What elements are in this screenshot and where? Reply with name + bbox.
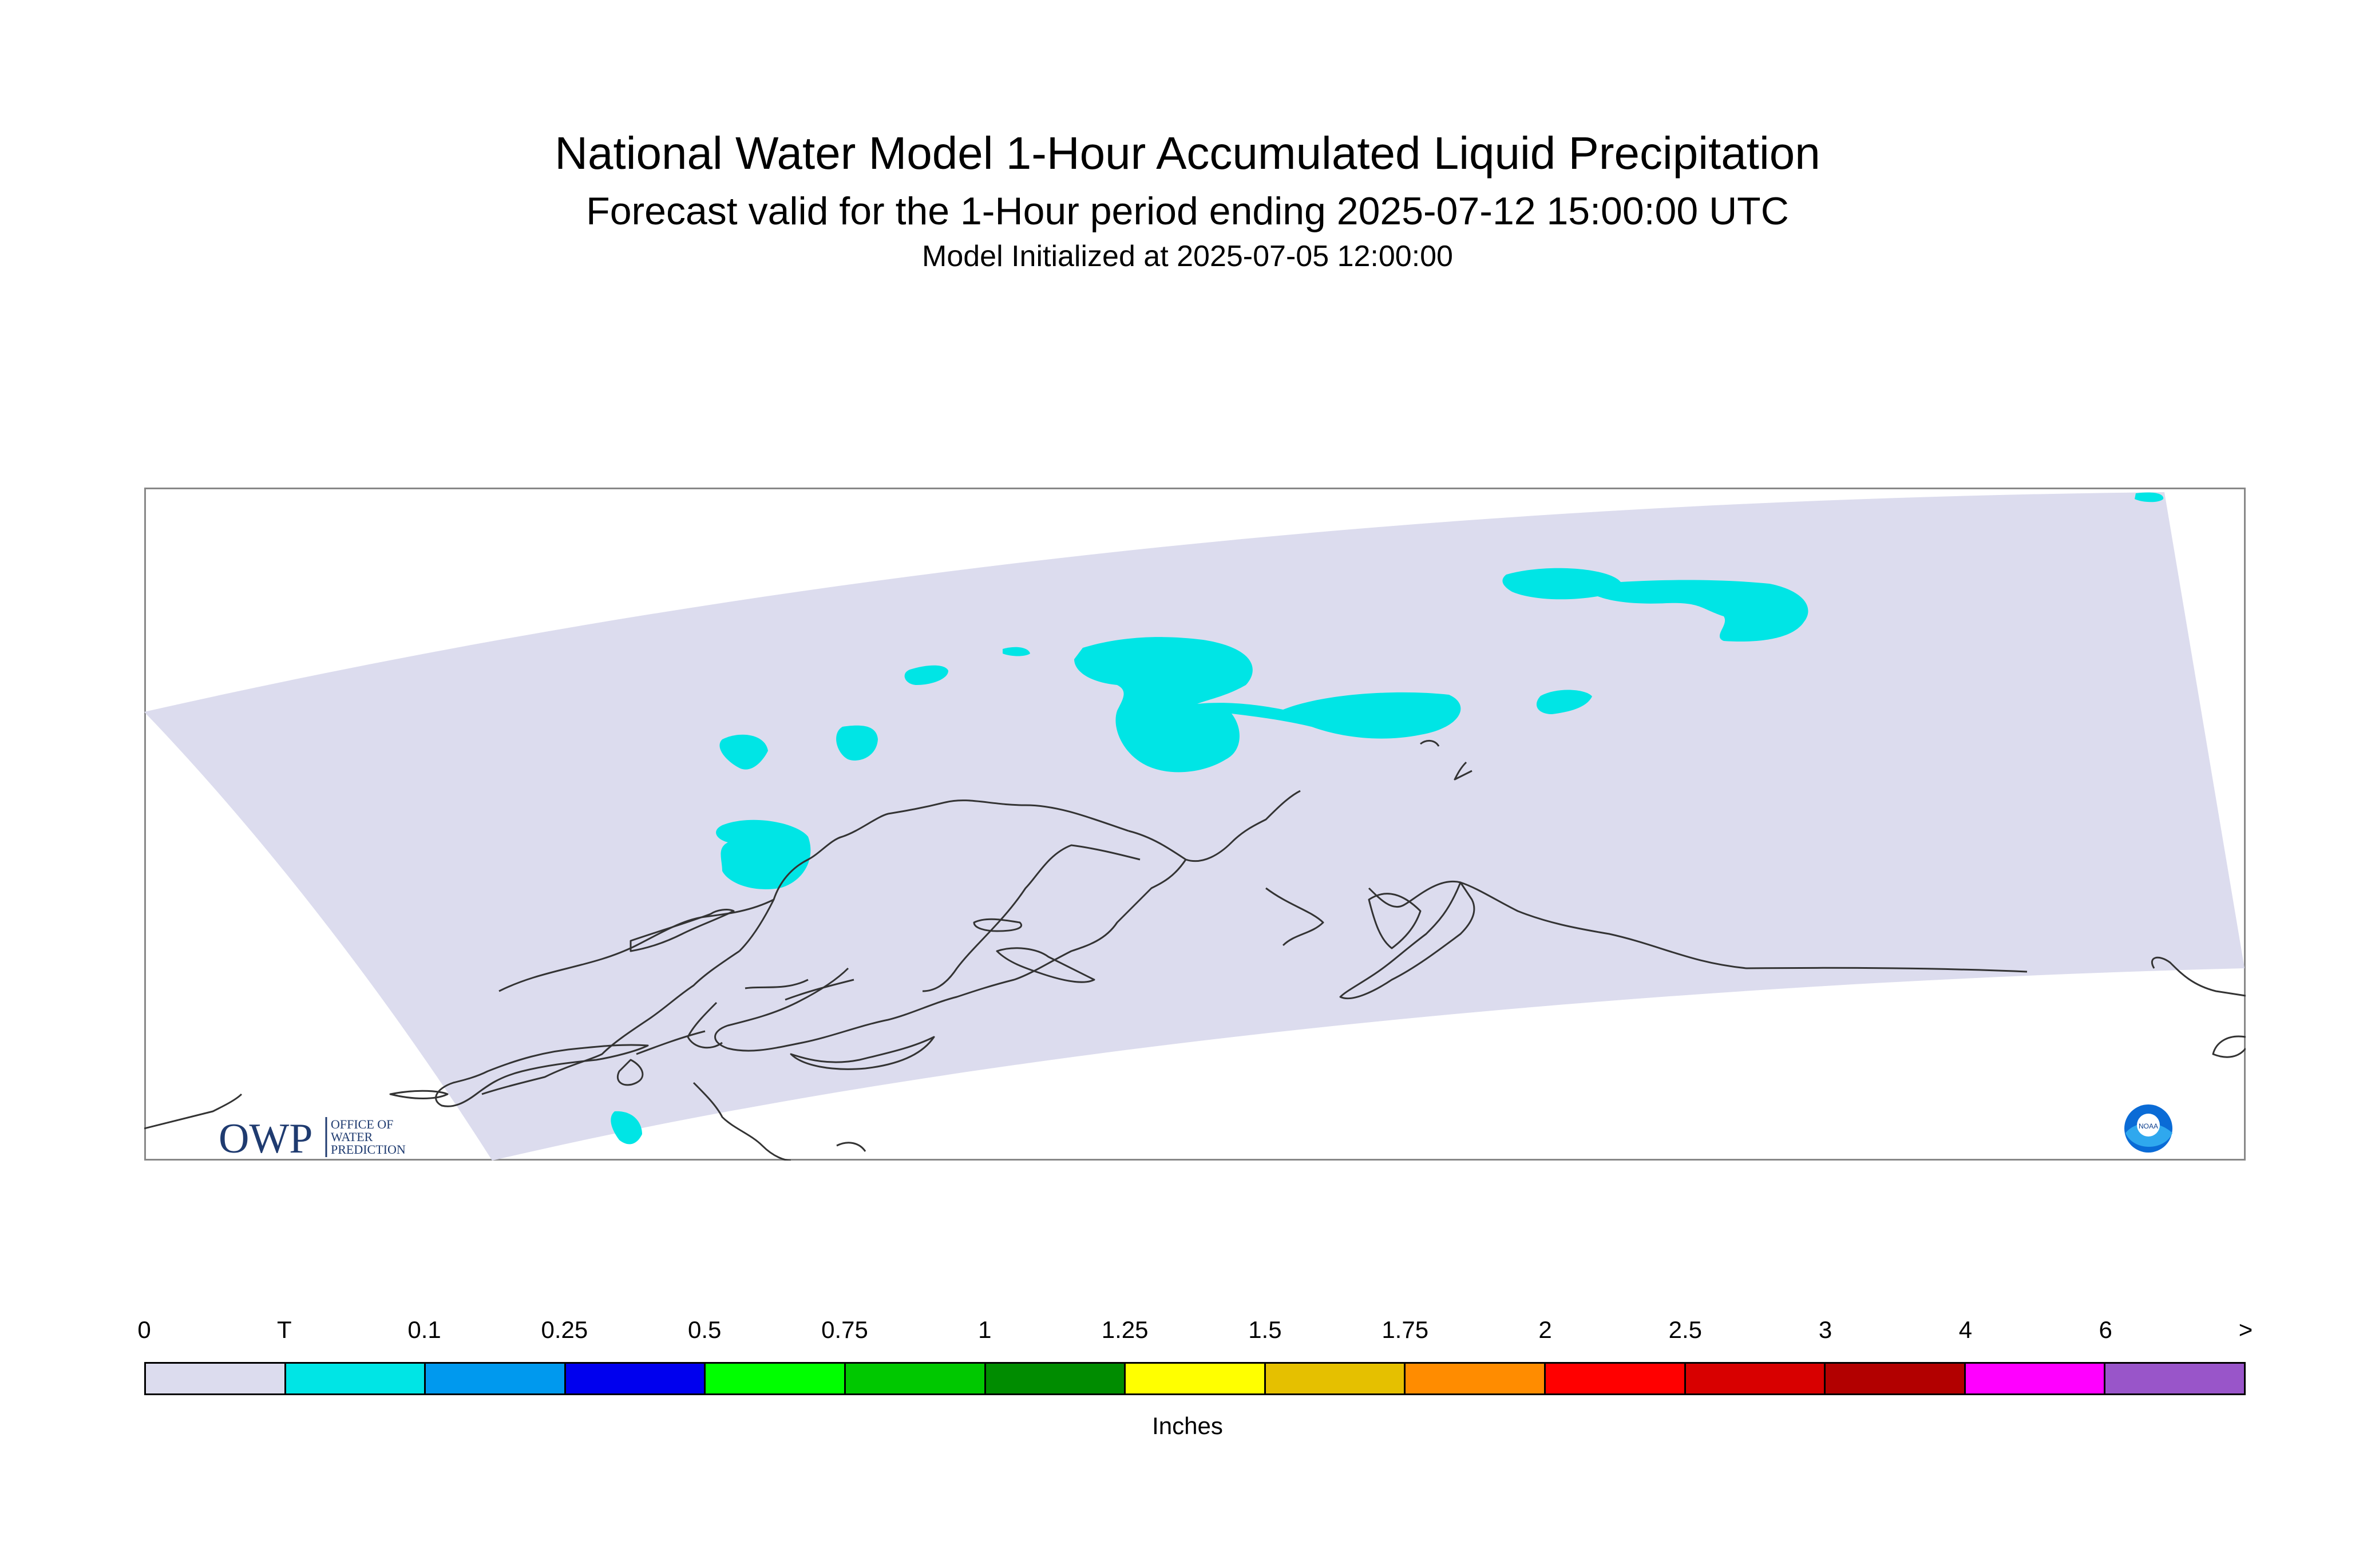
precip-area <box>716 819 811 889</box>
coastline <box>790 1036 935 1070</box>
precip-area <box>1502 568 1808 642</box>
noaa-logo-text: NOAA <box>2139 1122 2158 1130</box>
owp-logo-mark: OWP <box>219 1115 312 1161</box>
legend-tick-label: 3 <box>1818 1316 1832 1343</box>
coastline <box>687 1001 723 1049</box>
coastline <box>435 1044 649 1107</box>
coastline <box>973 918 1022 932</box>
legend-tick-label: 4 <box>1958 1316 1973 1343</box>
legend-tick-label: 1.75 <box>1382 1316 1429 1343</box>
precip-areas <box>611 492 2164 1145</box>
coastline <box>738 799 1129 952</box>
coastline <box>636 1030 706 1055</box>
owp-logo-text-line-2: WATER <box>331 1130 373 1144</box>
precipitation-map: OWP OFFICE OF WATER PREDICTION NOAA <box>144 488 2246 1161</box>
coastline <box>922 844 1141 992</box>
coastline <box>1339 881 1475 1000</box>
owp-logo-text-line-1: OFFICE OF <box>331 1117 393 1131</box>
coastline <box>481 950 740 1095</box>
coastline <box>836 1142 866 1152</box>
coastline <box>144 1093 243 1130</box>
coastline <box>1265 887 1324 947</box>
legend-tick-label: 0 <box>137 1316 151 1343</box>
legend-units-label: Inches <box>1152 1412 1223 1439</box>
legend-swatch <box>1126 1364 1266 1393</box>
coastline <box>996 947 1095 983</box>
precip-area <box>1074 637 1461 773</box>
legend-swatch <box>985 1364 1126 1393</box>
coastline <box>1128 790 1301 862</box>
precip-area <box>719 734 768 770</box>
legend-swatch <box>1685 1364 1826 1393</box>
legend-swatch <box>426 1364 566 1393</box>
legend-tick-label: T <box>276 1316 292 1343</box>
coastline <box>745 979 809 989</box>
owp-logo-text-line-3: PREDICTION <box>331 1142 406 1157</box>
legend-swatch <box>565 1364 706 1393</box>
forecast-valid-subtitle: Forecast valid for the 1-Hour period end… <box>586 189 1789 233</box>
coastlines <box>144 740 2246 1161</box>
precip-area <box>1003 647 1030 656</box>
legend-tick-labels: 0 T 0.1 0.25 0.5 0.75 1 1.25 1.5 1.75 2 2.5 3 4 6 > <box>0 1316 2375 1351</box>
page-title: National Water Model 1-Hour Accumulated … <box>555 128 1820 179</box>
legend-tick-label: > <box>2238 1316 2253 1343</box>
legend-swatch <box>1406 1364 1546 1393</box>
coastline <box>785 979 854 1001</box>
owp-logo: OWP OFFICE OF WATER PREDICTION <box>219 1115 406 1161</box>
precip-area <box>1536 690 1592 714</box>
coastline <box>1368 880 2028 973</box>
coastline <box>2212 1035 2246 1058</box>
coastline <box>2151 956 2246 997</box>
legend-tick-label: 1.5 <box>1248 1316 1282 1343</box>
legend-tick-label: 0.5 <box>687 1316 722 1343</box>
noaa-logo: NOAA <box>2124 1104 2172 1153</box>
precip-area <box>2135 492 2164 502</box>
legend-swatch <box>2105 1364 2244 1393</box>
legend-swatch <box>1545 1364 1686 1393</box>
precip-area <box>836 725 878 761</box>
coastline <box>616 1059 644 1086</box>
legend-swatch <box>706 1364 846 1393</box>
legend-swatch <box>286 1364 426 1393</box>
legend-tick-label: 0.75 <box>821 1316 868 1343</box>
coastline <box>1368 893 1422 949</box>
coastline <box>389 1090 449 1099</box>
legend-tick-label: 6 <box>2099 1316 2112 1343</box>
legend-tick-label: 1 <box>978 1316 992 1343</box>
precip-area <box>611 1111 642 1145</box>
model-init-label: Model Initialized at 2025-07-05 12:00:00 <box>922 240 1453 273</box>
precip-area <box>904 665 948 685</box>
legend-tick-label: 0.25 <box>541 1316 588 1343</box>
legend-swatch <box>1826 1364 1966 1393</box>
legend-tick-label: 2 <box>1538 1316 1552 1343</box>
model-domain <box>144 492 2245 1161</box>
legend-swatch <box>1965 1364 2106 1393</box>
legend-swatch <box>1265 1364 1406 1393</box>
coastline <box>1454 761 1472 781</box>
legend-color-bar <box>144 1362 2246 1395</box>
coastline <box>630 909 735 952</box>
coastline <box>692 1082 791 1161</box>
legend-swatch <box>146 1364 286 1393</box>
legend-tick-label: 0.1 <box>407 1316 441 1343</box>
legend-tick-label: 1.25 <box>1101 1316 1149 1343</box>
legend-swatch <box>845 1364 986 1393</box>
coastline <box>714 859 1187 1052</box>
legend-tick-label: 2.5 <box>1668 1316 1702 1343</box>
coastline <box>1420 740 1440 747</box>
